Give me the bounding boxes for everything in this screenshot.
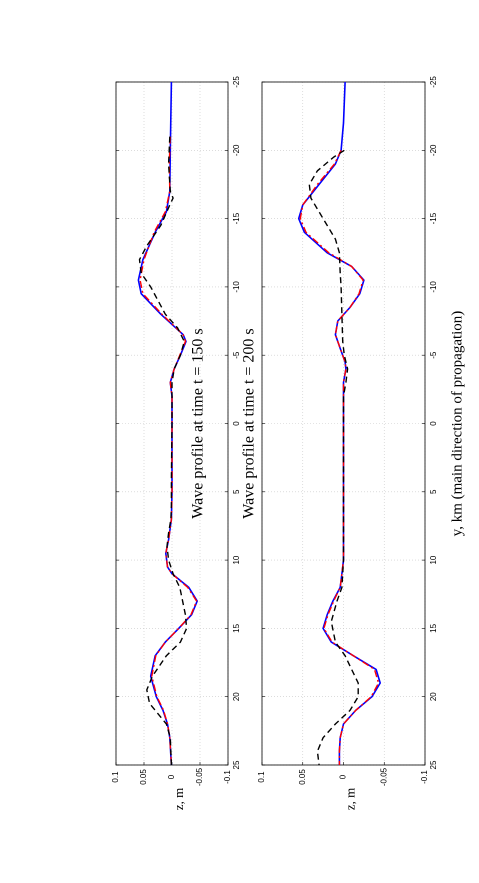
x-tick-label: -25	[232, 76, 241, 88]
chart-title: Wave profile at time t = 200 s	[241, 328, 258, 518]
x-tick-label: 25	[429, 760, 438, 769]
y-tick-label: 0	[167, 774, 176, 779]
chart-title: Wave profile at time t = 150 s	[190, 328, 207, 518]
series-line-2	[139, 136, 198, 766]
series-line-2	[299, 149, 380, 765]
y-tick-label: 0.1	[257, 771, 266, 783]
x-axis-label: y, km (main direction of propagation)	[449, 311, 465, 537]
x-tick-label: -20	[429, 144, 438, 156]
x-tick-label: -10	[429, 281, 438, 293]
y-tick-label: 0	[339, 774, 348, 779]
y-tick-label: 0.05	[139, 769, 148, 785]
x-tick-label: 5	[232, 489, 241, 494]
x-tick-label: 0	[429, 421, 438, 426]
y-tick-label: 0.05	[298, 769, 307, 785]
y-tick-label: 0.1	[111, 771, 120, 783]
y-tick-label: -0.1	[223, 770, 232, 784]
x-tick-label: 20	[232, 692, 241, 701]
x-tick-label: -15	[429, 212, 438, 224]
x-tick-label: -10	[232, 281, 241, 293]
x-tick-label: 10	[232, 555, 241, 564]
x-tick-label: -25	[429, 76, 438, 88]
y-axis-label: z, m	[171, 788, 186, 810]
x-tick-label: 5	[429, 489, 438, 494]
chart-1: -25 -20 -15 -10 -5 0 5 10 15 20 25 0.1 0.05 0 -0.05 -0.…	[111, 76, 241, 811]
y-tick-label: -0.1	[420, 770, 429, 784]
x-tick-label: 15	[232, 623, 241, 632]
x-tick-label: 20	[429, 692, 438, 701]
plot-frame	[261, 81, 426, 766]
x-tick-label: 0	[232, 421, 241, 426]
y-tick-label: -0.05	[195, 767, 204, 786]
x-tick-label: -15	[232, 212, 241, 224]
y-axis-label: z, m	[342, 788, 357, 810]
x-tick-label: 25	[232, 760, 241, 769]
series-line-3	[138, 136, 188, 766]
x-tick-label: -5	[232, 351, 241, 359]
chart-2: -25 -20 -15 -10 -5 0 5 10 15 20 25 0.1 0.05 0 -0.05 -0.…	[241, 76, 466, 811]
series-line-3	[308, 149, 359, 766]
plot-frame	[115, 81, 229, 766]
x-tick-label: 10	[429, 555, 438, 564]
x-tick-label: 15	[429, 623, 438, 632]
x-tick-label: -20	[232, 144, 241, 156]
y-tick-label: -0.05	[379, 767, 388, 786]
x-tick-label: -5	[429, 351, 438, 359]
